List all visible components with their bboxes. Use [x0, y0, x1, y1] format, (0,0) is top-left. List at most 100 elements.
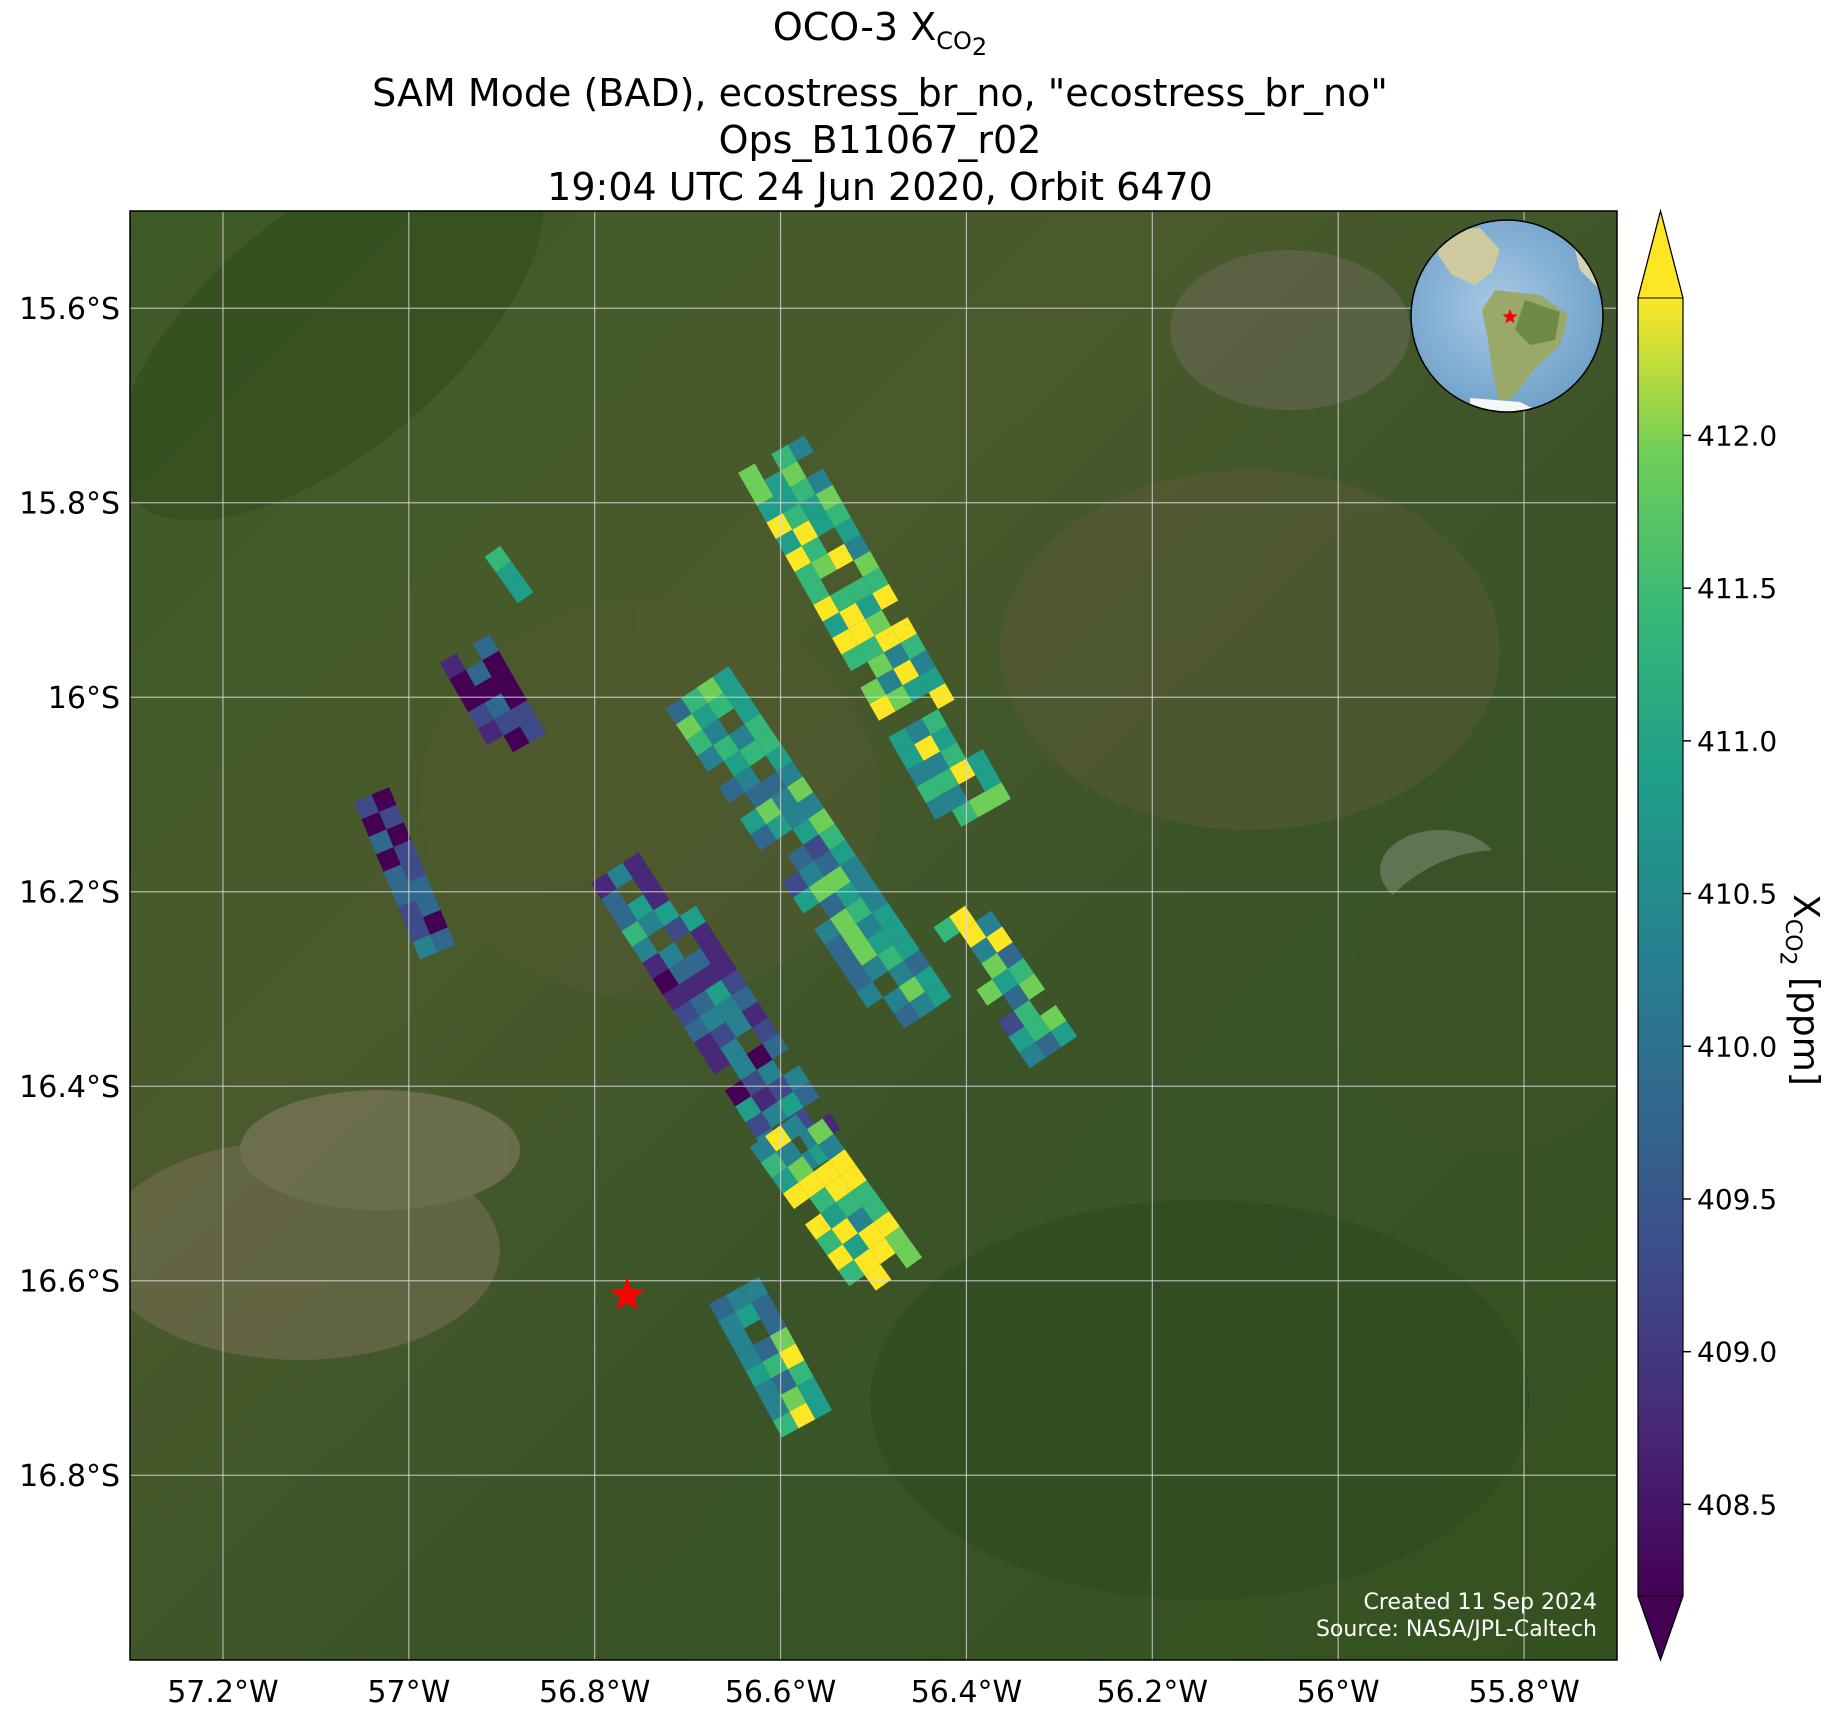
- sounding-cell: [683, 1016, 710, 1043]
- sounding-cell: [874, 626, 901, 653]
- sounding-cell: [986, 926, 1013, 953]
- sounding-cell: [1035, 1031, 1062, 1058]
- sounding-cell: [766, 513, 793, 539]
- sounding-cell: [788, 1360, 814, 1386]
- sounding-cell: [401, 857, 426, 883]
- sounding-cell: [813, 850, 841, 877]
- sounding-cell: [740, 1069, 768, 1097]
- sounding-cell: [838, 1259, 865, 1287]
- sounding-cell: [968, 791, 995, 818]
- sounding-cell: [601, 888, 628, 916]
- sounding-cell: [723, 750, 750, 777]
- sounding-cell: [792, 818, 819, 845]
- lon-tick-label: 56°W: [1297, 1675, 1380, 1710]
- sounding-cell: [851, 939, 878, 966]
- colorbar-frame: [1637, 208, 1684, 1662]
- sounding-cell: [697, 745, 724, 772]
- sounding-cell: [933, 916, 960, 943]
- sounding-cell: [856, 913, 883, 940]
- sounding-cell: [909, 991, 936, 1019]
- lon-tick-label: 55.8°W: [1468, 1675, 1579, 1710]
- sounding-cell: [760, 1310, 787, 1336]
- sounding-cell: [981, 952, 1008, 980]
- sounding-cell: [855, 593, 882, 620]
- sounding-cell: [824, 1175, 852, 1203]
- sounding-cell: [412, 934, 438, 960]
- sounding-cell: [853, 1248, 881, 1276]
- sounding-cell: [942, 784, 969, 811]
- sounding-cell: [818, 823, 846, 851]
- sounding-cell: [730, 1054, 757, 1081]
- sounding-cell: [846, 576, 873, 603]
- sounding-cell: [709, 1022, 737, 1049]
- sounding-cell: [376, 847, 401, 872]
- sounding-cell: [787, 776, 814, 803]
- sounding-cell: [829, 586, 856, 613]
- sounding-cell: [771, 1167, 799, 1194]
- sounding-cell: [472, 634, 499, 661]
- sounding-cell: [681, 687, 708, 714]
- sounding-cell: [739, 808, 767, 835]
- target-star-icon: [610, 1277, 645, 1310]
- sounding-cell: [1024, 1015, 1051, 1043]
- sounding-cell: [897, 744, 924, 771]
- target-star-marker: [610, 1277, 645, 1310]
- sounding-cell: [834, 517, 861, 544]
- sounding-cell: [803, 834, 830, 861]
- sounding-cell: [1019, 1042, 1046, 1069]
- sounding-cell: [739, 739, 766, 767]
- sounding-cell: [776, 1140, 803, 1168]
- sounding-cell: [720, 1038, 747, 1065]
- sounding-cell: [877, 944, 904, 971]
- sounding-cell: [744, 782, 772, 809]
- colorbar-tick-label: 409.5: [1697, 1183, 1777, 1216]
- sounding-cell: [873, 1211, 900, 1238]
- sounding-cell: [506, 576, 534, 604]
- sounding-cell: [792, 887, 820, 914]
- lat-tick-label: 15.8°S: [19, 487, 120, 522]
- sounding-cell: [676, 713, 703, 741]
- sounding-cell: [725, 1285, 752, 1312]
- sounding-cell: [898, 976, 926, 1003]
- sounding-cell: [653, 900, 680, 927]
- sounding-cell: [766, 813, 793, 840]
- sounding-cell: [824, 865, 851, 893]
- sounding-cell: [763, 1395, 790, 1421]
- sounding-cell: [772, 1411, 799, 1438]
- sounding-cell: [895, 1242, 923, 1269]
- sounding-cell: [872, 902, 899, 929]
- sounding-cell: [495, 561, 523, 588]
- sounding-cell: [925, 981, 952, 1008]
- sounding-cell: [735, 1096, 762, 1123]
- sounding-cell: [354, 794, 379, 820]
- sounding-cell: [793, 1081, 820, 1108]
- sounding-cell: [997, 942, 1024, 969]
- sounding-cell: [907, 760, 934, 787]
- sounding-cell: [747, 480, 774, 506]
- sounding-cell: [921, 709, 948, 735]
- colorbar-gradient: [1638, 298, 1683, 1596]
- sounding-cell: [776, 760, 803, 788]
- sounding-cell: [755, 797, 782, 825]
- sounding-cell: [769, 1326, 796, 1353]
- sounding-cell: [707, 692, 734, 719]
- sounding-cell: [637, 910, 664, 937]
- sounding-cell: [778, 1343, 805, 1370]
- sounding-cell: [846, 965, 873, 993]
- sounding-cell: [764, 470, 790, 497]
- sounding-cell: [765, 1125, 792, 1152]
- sounding-cell: [465, 660, 492, 687]
- sounding-cell: [797, 792, 825, 819]
- lat-tick-label: 16°S: [48, 681, 120, 716]
- sounding-cell: [806, 468, 833, 495]
- sounding-cell: [842, 1233, 870, 1260]
- sounding-cell: [893, 659, 920, 686]
- sounding-cell: [684, 947, 711, 975]
- sounding-cell: [869, 1237, 896, 1265]
- sounding-cell: [840, 855, 867, 882]
- sounding-cell: [762, 1352, 788, 1379]
- sounding-cell: [1018, 973, 1045, 1000]
- map-title: OCO-3 XCO2 SAM Mode (BAD), ecostress_br_…: [0, 4, 1760, 211]
- sounding-cell: [482, 650, 509, 677]
- sounding-cell: [886, 685, 913, 712]
